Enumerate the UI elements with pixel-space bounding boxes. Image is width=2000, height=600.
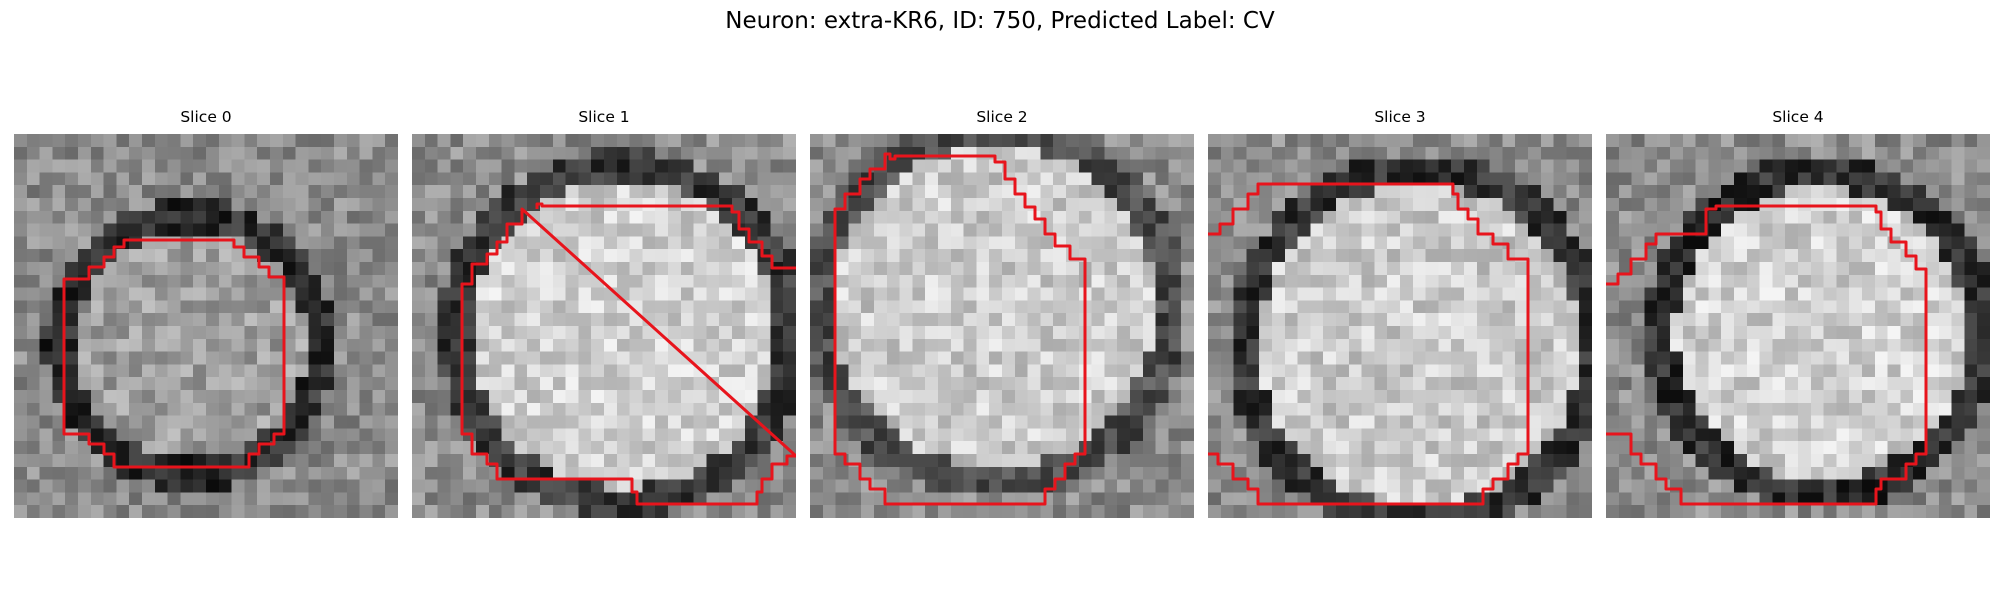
slice-title-3: Slice 3 <box>1374 108 1426 126</box>
contour-path-3 <box>1208 182 1530 506</box>
slice-image-3 <box>1208 134 1592 518</box>
slice-title-4: Slice 4 <box>1772 108 1824 126</box>
slice-grayscale-2 <box>810 134 1194 518</box>
contour-path-4 <box>1606 204 1928 506</box>
segmentation-contour-1 <box>460 202 796 506</box>
contour-path-2 <box>833 152 1087 506</box>
slice-image-0 <box>14 134 398 518</box>
segmentation-contour-4 <box>1606 204 1928 506</box>
segmentation-contour-0 <box>62 238 286 469</box>
segmentation-contour-2 <box>833 152 1087 506</box>
contour-path-1 <box>460 202 796 506</box>
slice-image-2 <box>810 134 1194 518</box>
slice-image-1 <box>412 134 796 518</box>
slice-title-0: Slice 0 <box>180 108 232 126</box>
slice-title-1: Slice 1 <box>578 108 630 126</box>
figure-title: Neuron: extra-KR6, ID: 750, Predicted La… <box>725 8 1275 34</box>
slice-title-2: Slice 2 <box>976 108 1028 126</box>
segmentation-contour-3 <box>1208 182 1530 506</box>
contour-path-0 <box>62 238 286 469</box>
slice-image-4 <box>1606 134 1990 518</box>
slice-grayscale-0 <box>14 134 398 518</box>
